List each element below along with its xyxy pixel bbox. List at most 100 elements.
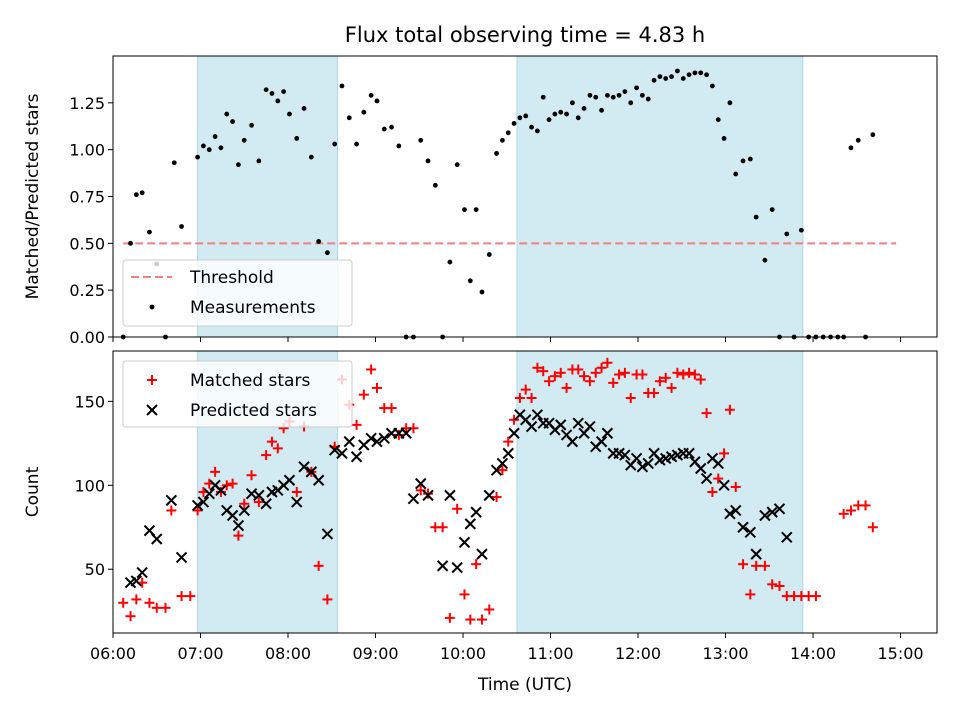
data-point bbox=[566, 435, 579, 448]
data-point bbox=[628, 100, 634, 106]
data-point bbox=[579, 371, 590, 382]
data-point bbox=[233, 530, 244, 541]
data-point bbox=[695, 374, 706, 385]
data-point bbox=[151, 602, 162, 613]
x-axis-label: Time (UTC) bbox=[477, 675, 572, 695]
data-point bbox=[371, 382, 382, 393]
data-point bbox=[166, 505, 177, 516]
y-tick-label: 1.25 bbox=[69, 94, 105, 113]
data-point bbox=[418, 137, 424, 143]
data-point bbox=[218, 145, 224, 151]
data-point bbox=[740, 158, 746, 164]
data-point bbox=[232, 519, 245, 532]
data-point bbox=[614, 369, 625, 380]
data-point bbox=[555, 419, 567, 431]
data-point bbox=[564, 111, 569, 117]
data-point bbox=[707, 487, 718, 497]
data-point bbox=[179, 224, 184, 229]
data-point bbox=[602, 357, 613, 368]
data-point bbox=[619, 367, 630, 378]
legend-entry-threshold: Threshold bbox=[131, 268, 274, 288]
data-point bbox=[845, 505, 856, 516]
data-point bbox=[657, 74, 663, 80]
data-point bbox=[203, 487, 215, 500]
data-point bbox=[378, 432, 390, 444]
legend-swatch bbox=[147, 375, 157, 385]
y-tick-label: 50 bbox=[85, 560, 105, 579]
x-tick-label: 07:00 bbox=[177, 644, 223, 663]
data-point bbox=[483, 489, 495, 502]
data-point bbox=[684, 367, 695, 378]
data-point bbox=[737, 521, 749, 533]
data-point bbox=[312, 474, 325, 486]
data-point bbox=[444, 612, 455, 623]
data-point bbox=[596, 362, 607, 373]
y-tick-label: 100 bbox=[74, 476, 105, 495]
data-point bbox=[494, 151, 499, 156]
data-point bbox=[549, 371, 560, 382]
legend-label: Matched stars bbox=[190, 371, 310, 391]
data-point bbox=[509, 414, 520, 425]
data-point bbox=[283, 474, 296, 486]
data-point bbox=[147, 229, 152, 235]
data-point bbox=[210, 466, 221, 477]
data-point bbox=[346, 115, 352, 121]
data-point bbox=[366, 364, 377, 375]
data-point bbox=[230, 119, 235, 124]
data-point bbox=[558, 109, 564, 115]
data-point bbox=[371, 435, 383, 448]
data-point bbox=[514, 393, 525, 403]
x-tick-label: 06:00 bbox=[90, 644, 136, 663]
data-point bbox=[139, 190, 145, 196]
data-point bbox=[595, 435, 608, 448]
data-point bbox=[773, 503, 786, 515]
data-point bbox=[532, 362, 543, 373]
data-point bbox=[750, 548, 762, 560]
data-point bbox=[575, 115, 581, 121]
data-point bbox=[666, 382, 677, 393]
data-point bbox=[619, 449, 631, 461]
data-point bbox=[715, 117, 721, 123]
data-point bbox=[224, 111, 230, 117]
data-point bbox=[425, 158, 431, 164]
data-point bbox=[573, 364, 584, 375]
data-point bbox=[136, 566, 148, 579]
data-point bbox=[634, 85, 639, 91]
legend-entry-predicted-stars: Predicted stars bbox=[146, 401, 317, 421]
data-point bbox=[484, 604, 495, 615]
data-point bbox=[260, 498, 272, 510]
data-point bbox=[561, 382, 572, 393]
data-point bbox=[118, 597, 129, 608]
shaded-regions bbox=[197, 55, 804, 338]
legend-swatch bbox=[149, 304, 155, 310]
data-point bbox=[636, 461, 649, 473]
data-point bbox=[249, 122, 254, 128]
data-point bbox=[730, 504, 742, 517]
data-point bbox=[517, 115, 523, 121]
data-point bbox=[520, 384, 531, 395]
data-point bbox=[396, 143, 402, 149]
data-point bbox=[642, 457, 654, 470]
y-tick-label: 0.00 bbox=[69, 328, 105, 347]
data-point bbox=[191, 499, 204, 512]
data-point bbox=[465, 614, 476, 625]
data-point bbox=[226, 509, 239, 522]
data-point bbox=[695, 462, 707, 475]
data-point bbox=[171, 160, 177, 166]
data-point bbox=[503, 436, 514, 447]
data-point bbox=[350, 451, 363, 463]
data-point bbox=[730, 481, 741, 492]
data-point bbox=[131, 594, 142, 605]
data-point bbox=[358, 389, 369, 400]
data-point bbox=[246, 470, 257, 481]
data-point bbox=[308, 154, 314, 160]
data-point bbox=[332, 141, 338, 147]
data-point bbox=[502, 447, 514, 460]
data-point bbox=[654, 376, 665, 387]
legend-box bbox=[122, 360, 353, 428]
data-point bbox=[784, 231, 790, 237]
data-point bbox=[491, 492, 502, 503]
data-point bbox=[531, 409, 544, 421]
data-point bbox=[497, 465, 508, 476]
y-axis-label: Matched/Predicted stars bbox=[23, 93, 43, 299]
